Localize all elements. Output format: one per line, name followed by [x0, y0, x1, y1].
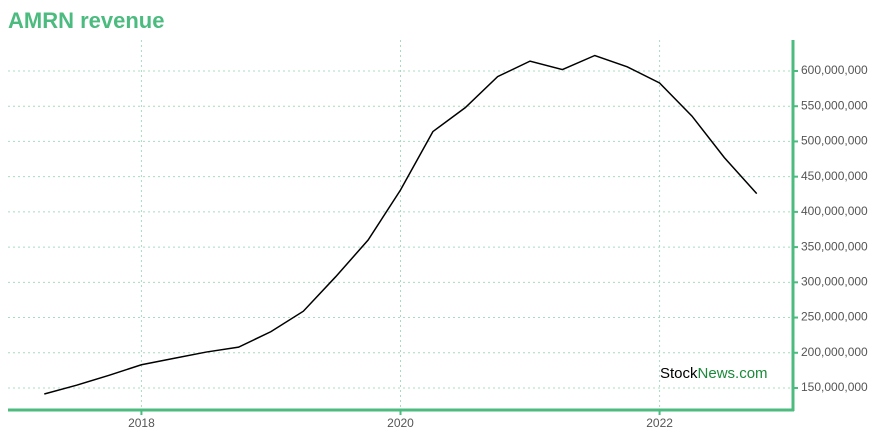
watermark-news: News.com [698, 365, 768, 382]
y-tick-label: 150,000,000 [801, 380, 868, 394]
x-tick-label: 2020 [387, 416, 414, 430]
x-tick-label: 2018 [128, 416, 155, 430]
y-tick-label: 450,000,000 [801, 169, 868, 183]
x-tick-label: 2022 [646, 416, 673, 430]
y-tick-label: 400,000,000 [801, 204, 868, 218]
y-tick-label: 600,000,000 [801, 63, 868, 77]
line [44, 54, 758, 395]
watermark-stock: Stock [660, 365, 698, 382]
y-tick-label: 350,000,000 [801, 239, 868, 253]
y-tick-label: 500,000,000 [801, 134, 868, 148]
y-tick-label: 550,000,000 [801, 98, 868, 112]
chart-title: AMRN revenue [8, 8, 164, 33]
y-tick-label: 200,000,000 [801, 345, 868, 359]
y-tick-label: 300,000,000 [801, 274, 868, 288]
y-tick-label: 250,000,000 [801, 310, 868, 324]
watermark: StockNews.com [660, 365, 768, 382]
